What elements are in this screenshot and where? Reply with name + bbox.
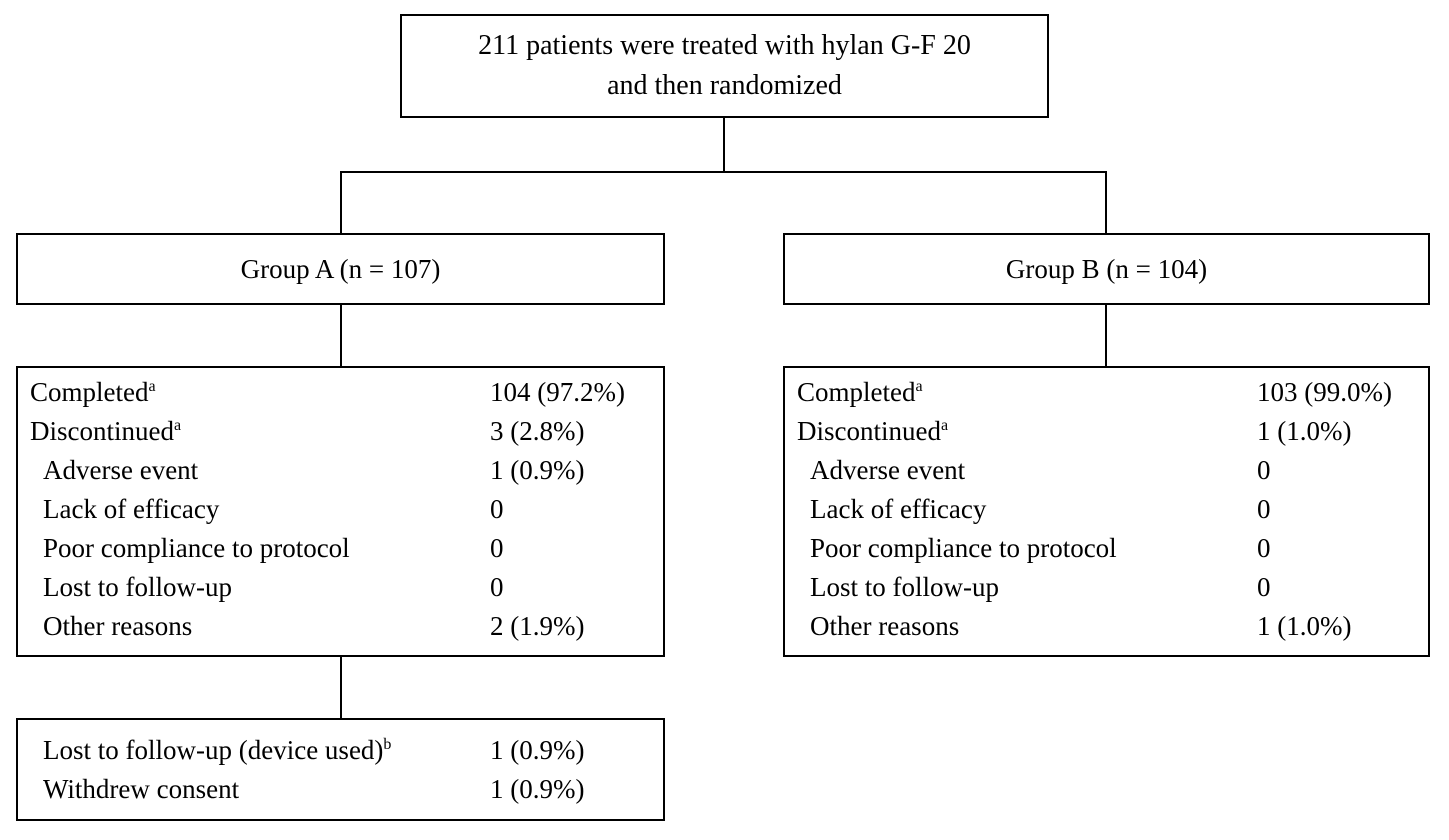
row-value: 1 (0.9%) xyxy=(490,774,585,804)
row-label: Other reasons xyxy=(810,611,960,641)
footnote-marker-a: a xyxy=(915,378,923,395)
row-value: 1 (0.9%) xyxy=(490,735,585,765)
connector-horizontal xyxy=(340,171,1107,173)
group-b-box: Group B (n = 104) xyxy=(783,233,1430,305)
row-label: Lack of efficacy xyxy=(810,494,987,524)
row-label: Poor compliance to protocol xyxy=(43,533,350,563)
disposition-row: Discontinueda 3 (2.8%) xyxy=(18,412,663,451)
row-label: Other reasons xyxy=(43,611,193,641)
row-label: Lack of efficacy xyxy=(43,494,220,524)
connector-group-a-to-reasons xyxy=(340,656,342,718)
connector-group-a-drop xyxy=(340,171,342,233)
disposition-row: Adverse event 1 (0.9%) xyxy=(18,451,663,490)
disposition-row: Lost to follow-up (device used)b 1 (0.9%… xyxy=(18,731,663,770)
disposition-row: Lost to follow-up 0 xyxy=(785,568,1428,607)
row-label: Withdrew consent xyxy=(43,774,240,804)
disposition-row: Discontinueda 1 (1.0%) xyxy=(785,412,1428,451)
row-value: 104 (97.2%) xyxy=(490,377,625,407)
row-value: 0 xyxy=(490,572,504,602)
disposition-row: Lack of efficacy 0 xyxy=(18,490,663,529)
row-value: 1 (1.0%) xyxy=(1257,416,1352,446)
row-value: 0 xyxy=(490,533,504,563)
root-box: 211 patients were treated with hylan G-F… xyxy=(400,14,1049,118)
disposition-row: Other reasons 1 (1.0%) xyxy=(785,607,1428,646)
disposition-row: Completeda 103 (99.0%) xyxy=(785,373,1428,412)
row-label: Lost to follow-up (device used)b xyxy=(43,735,392,765)
footnote-marker-a: a xyxy=(940,417,949,434)
disposition-row: Withdrew consent 1 (0.9%) xyxy=(18,770,663,809)
row-value: 3 (2.8%) xyxy=(490,416,585,446)
disposition-row: Lost to follow-up 0 xyxy=(18,568,663,607)
group-a-discontinued-reasons-box: Lost to follow-up (device used)b 1 (0.9%… xyxy=(16,718,665,821)
group-a-box: Group A (n = 107) xyxy=(16,233,665,305)
disposition-row: Lack of efficacy 0 xyxy=(785,490,1428,529)
group-b-title: Group B (n = 104) xyxy=(1005,253,1208,284)
disposition-row: Other reasons 2 (1.9%) xyxy=(18,607,663,646)
connector-group-b-drop xyxy=(1105,171,1107,233)
row-value: 0 xyxy=(1257,533,1271,563)
row-label: Completeda xyxy=(797,377,923,407)
disposition-row: Poor compliance to protocol 0 xyxy=(785,529,1428,568)
disposition-row: Completeda 104 (97.2%) xyxy=(18,373,663,412)
group-a-title: Group A (n = 107) xyxy=(240,253,441,284)
disposition-row: Poor compliance to protocol 0 xyxy=(18,529,663,568)
footnote-marker-a: a xyxy=(173,417,182,434)
footnote-marker-a: a xyxy=(148,378,156,395)
row-value: 1 (0.9%) xyxy=(490,455,585,485)
group-b-disposition-box: Completeda 103 (99.0%) Discontinueda 1 (… xyxy=(783,366,1430,657)
connector-root-vertical xyxy=(723,118,725,173)
root-box-line1: 211 patients were treated with hylan G-F… xyxy=(478,30,971,61)
row-label: Discontinueda xyxy=(30,416,182,446)
footnote-marker-b: b xyxy=(383,736,392,753)
row-label: Poor compliance to protocol xyxy=(810,533,1117,563)
root-box-line2: and then randomized xyxy=(607,70,842,101)
row-label: Adverse event xyxy=(810,455,966,485)
row-label: Adverse event xyxy=(43,455,199,485)
row-label: Lost to follow-up xyxy=(810,572,999,602)
row-label: Lost to follow-up xyxy=(43,572,232,602)
row-value: 0 xyxy=(1257,572,1271,602)
row-value: 103 (99.0%) xyxy=(1257,377,1392,407)
row-label: Discontinueda xyxy=(797,416,949,446)
group-a-disposition-box: Completeda 104 (97.2%) Discontinueda 3 (… xyxy=(16,366,665,657)
connector-group-b-to-details xyxy=(1105,305,1107,366)
row-value: 0 xyxy=(1257,455,1271,485)
row-value: 2 (1.9%) xyxy=(490,611,585,641)
row-value: 0 xyxy=(490,494,504,524)
row-value: 1 (1.0%) xyxy=(1257,611,1352,641)
row-value: 0 xyxy=(1257,494,1271,524)
connector-group-a-to-details xyxy=(340,305,342,366)
row-label: Completeda xyxy=(30,377,156,407)
disposition-row: Adverse event 0 xyxy=(785,451,1428,490)
